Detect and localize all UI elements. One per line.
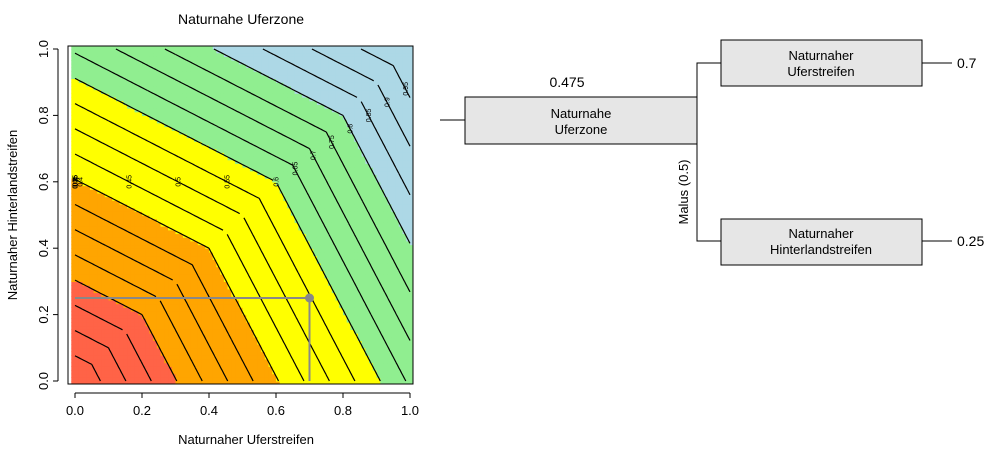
contour-line — [74, 330, 127, 382]
tree-branch-lines — [696, 62, 721, 242]
y-tick-label: 0.8 — [36, 106, 51, 124]
child-node-uferstreifen-line1: Naturnaher — [788, 48, 854, 63]
root-node-box — [464, 96, 698, 145]
contour-line — [74, 279, 178, 382]
contour-line — [74, 128, 330, 382]
child-node-hinterland-value: 0.25 — [957, 233, 984, 249]
contour-label-group: 0.55 — [225, 175, 232, 189]
contour-label: 0.5 — [176, 177, 183, 187]
contour-label-group: 0.4 — [78, 177, 85, 187]
contour-label: 0.2 — [73, 177, 80, 187]
contour-plot: Naturnahe Uferzone 0.050.10.150.20.250.3… — [5, 11, 419, 447]
plot-area — [71, 46, 413, 384]
contour-label: 0.75 — [329, 135, 336, 149]
x-tick-label: 0.0 — [66, 403, 84, 418]
contour-line — [262, 48, 411, 196]
x-tick-label: 0.4 — [200, 403, 218, 418]
contour-label-group: 0.3 — [73, 177, 80, 187]
contour-label-group: 0.8 — [348, 124, 355, 134]
contour-line — [213, 48, 411, 244]
contour-label-group: 0.65 — [292, 162, 299, 176]
contour-label-group: 0.1 — [73, 177, 80, 187]
x-tick-label: 0.6 — [267, 403, 285, 418]
color-zones — [71, 46, 413, 384]
child-node-uferstreifen-box — [720, 39, 923, 87]
contour-label: 0.05 — [73, 175, 80, 189]
contour-label-group: 0.75 — [329, 135, 336, 149]
child-node-hinterland-box — [720, 218, 923, 266]
contour-label: 0.4 — [78, 177, 85, 187]
x-axis-label: Naturnaher Uferstreifen — [178, 432, 314, 447]
contour-label: 0.8 — [348, 124, 355, 134]
contour-labels: 0.050.10.150.20.250.30.350.4 0.45 0.5 0.55 0… — [73, 82, 411, 189]
contour-label-group: 0.95 — [403, 82, 410, 96]
contour-line — [74, 304, 152, 382]
x-tick-label: 0.2 — [133, 403, 151, 418]
contour-label: 0.3 — [73, 177, 80, 187]
aggregation-tree: Naturnahe Uferzone 0.475 Malus (0.5) Nat… — [440, 39, 984, 266]
x-tick-label: 1.0 — [401, 403, 419, 418]
contour-line — [311, 48, 411, 147]
contour-line — [74, 355, 101, 382]
y-tick-label: 0.2 — [36, 306, 51, 324]
plot-title: Naturnahe Uferzone — [178, 11, 304, 27]
contour-label-group: 0.45 — [126, 175, 133, 189]
child-node-hinterland-line2: Hinterlandstreifen — [770, 242, 872, 257]
contour-line — [164, 48, 411, 293]
contour-line — [74, 153, 305, 382]
contour-line — [74, 52, 407, 382]
contour-line — [74, 254, 203, 382]
contour-label: 0.7 — [311, 150, 318, 160]
contour-label: 0.1 — [73, 177, 80, 187]
contour-label-group: 0.85 — [366, 108, 373, 122]
contour-label-group: 0.5 — [176, 177, 183, 187]
x-axis: 0.0 0.2 0.4 0.6 0.8 1.0 — [66, 392, 419, 418]
contour-label-group: 0.9 — [385, 97, 392, 107]
contour-label-group: 0.6 — [274, 177, 281, 187]
y-axis: 0.0 0.2 0.4 0.6 0.8 1.0 — [36, 40, 59, 390]
contour-line — [360, 48, 411, 98]
y-tick-label: 1.0 — [36, 40, 51, 58]
y-axis-label: Naturnaher Hinterlandstreifen — [5, 130, 20, 301]
contour-label: 0.55 — [225, 175, 232, 189]
contour-line — [74, 178, 280, 382]
contour-label-group: 0.2 — [73, 177, 80, 187]
contour-label: 0.6 — [274, 177, 281, 187]
child-node-uferstreifen-line2: Uferstreifen — [787, 64, 854, 79]
y-tick-label: 0.6 — [36, 173, 51, 191]
root-node-label-line1: Naturnahe — [551, 106, 612, 121]
contour-label: 0.95 — [403, 82, 410, 96]
contour-label: 0.15 — [73, 175, 80, 189]
child-node-uferstreifen-value: 0.7 — [957, 55, 977, 71]
contour-label: 0.45 — [126, 175, 133, 189]
y-tick-label: 0.4 — [36, 239, 51, 257]
root-node-label-line2: Uferzone — [555, 122, 608, 137]
contour-line — [74, 103, 356, 382]
contour-lines — [74, 48, 411, 382]
contour-label: 0.9 — [385, 97, 392, 107]
contour-label-group: 0.15 — [73, 175, 80, 189]
contour-label-group: 0.35 — [73, 175, 80, 189]
contour-label: 0.85 — [366, 108, 373, 122]
contour-label-group: 0.25 — [73, 175, 80, 189]
selected-point-marker — [75, 293, 314, 381]
plot-frame — [67, 45, 414, 385]
contour-label: 0.65 — [292, 162, 299, 176]
contour-line — [74, 203, 254, 382]
contour-line — [74, 77, 381, 382]
root-node-value: 0.475 — [549, 74, 584, 90]
x-tick-label: 0.8 — [334, 403, 352, 418]
contour-label-group: 0.7 — [311, 150, 318, 160]
contour-label: 0.25 — [73, 175, 80, 189]
operator-label: Malus (0.5) — [676, 159, 691, 224]
child-node-hinterland-line1: Naturnaher — [788, 226, 854, 241]
y-tick-label: 0.0 — [36, 372, 51, 390]
contour-label: 0.35 — [73, 175, 80, 189]
selected-point — [305, 293, 314, 303]
contour-line — [74, 229, 229, 382]
contour-label-group: 0.05 — [73, 175, 80, 189]
contour-line — [115, 48, 411, 341]
